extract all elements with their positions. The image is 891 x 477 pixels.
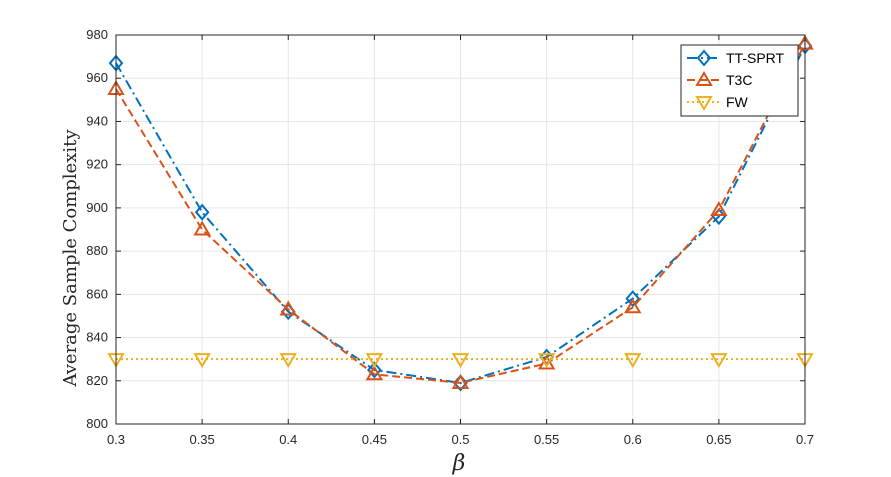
- data-point: [194, 203, 210, 221]
- x-tick-label: 0.4: [279, 432, 297, 447]
- x-tick-label: 0.35: [189, 432, 214, 447]
- data-point: [367, 361, 382, 379]
- series-layer: [107, 34, 814, 392]
- data-point: [537, 354, 556, 370]
- y-tick-label: 840: [86, 330, 108, 345]
- x-tick-label: 0.45: [362, 432, 387, 447]
- legend-item: FW: [687, 94, 749, 111]
- data-point: [453, 374, 468, 392]
- data-point: [624, 298, 642, 314]
- x-tick-label: 0.3: [107, 432, 125, 447]
- data-point: [710, 201, 728, 217]
- y-tick-label: 800: [86, 416, 108, 431]
- series-line: [115, 45, 806, 384]
- y-tick-label: 940: [86, 113, 108, 128]
- y-tick-label: 960: [86, 70, 108, 85]
- axis-ticks: [115, 34, 806, 425]
- x-tick-label: 0.5: [451, 432, 469, 447]
- tick-labels: 0.3 0.35 0.4 0.45 0.5 0.55 0.6 0.65 0.7 800 820 840…: [86, 27, 814, 447]
- series-fw: [107, 353, 814, 369]
- y-tick-label: 920: [86, 157, 108, 172]
- data-point: [624, 353, 642, 369]
- x-tick-label: 0.65: [706, 432, 731, 447]
- data-point: [365, 365, 384, 381]
- x-tick-label: 0.7: [796, 432, 814, 447]
- y-tick-label: 880: [86, 243, 108, 258]
- legend-label: TT-SPRT: [726, 50, 785, 66]
- x-tick-label: 0.6: [624, 432, 642, 447]
- y-tick-label: 900: [86, 200, 108, 215]
- y-axis-label: Average Sample Complexity: [60, 129, 81, 388]
- y-tick-label: 860: [86, 286, 108, 301]
- legend: TT-SPRT T3C FW: [680, 44, 799, 117]
- data-point: [365, 353, 384, 369]
- data-point: [710, 353, 728, 369]
- legend-label: FW: [726, 94, 749, 110]
- legend-item: TT-SPRT: [687, 49, 785, 67]
- grid-lines: [115, 34, 806, 425]
- data-point: [451, 373, 470, 389]
- y-tick-label: 980: [86, 27, 108, 42]
- data-point: [279, 353, 297, 369]
- data-point: [193, 220, 211, 236]
- x-tick-label: 0.55: [534, 432, 559, 447]
- data-point: [451, 353, 470, 369]
- legend-marker: [696, 49, 712, 67]
- legend-marker: [695, 71, 713, 86]
- legend-item: T3C: [687, 71, 752, 88]
- data-point: [625, 290, 641, 308]
- data-point: [279, 300, 297, 316]
- data-point: [193, 353, 211, 369]
- y-tick-label: 820: [86, 373, 108, 388]
- series-t3c: [107, 34, 814, 389]
- data-point: [537, 353, 556, 369]
- legend-label: T3C: [726, 72, 752, 88]
- x-axis-label: β: [452, 451, 466, 476]
- legend-marker: [695, 96, 713, 111]
